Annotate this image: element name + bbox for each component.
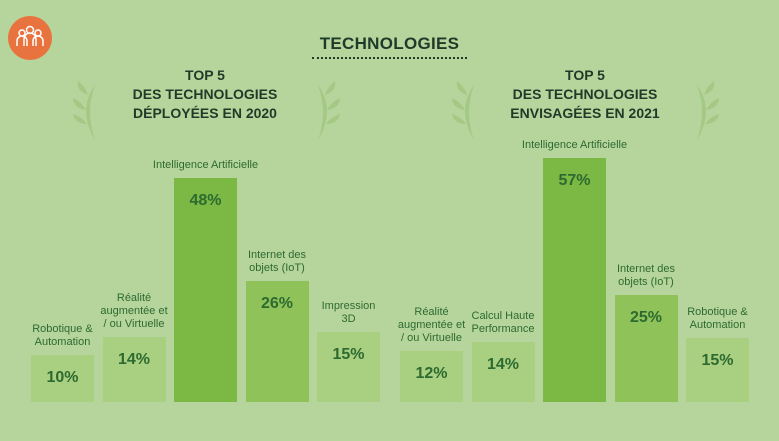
category-label: Réalité augmentée et / ou Virtuelle (397, 305, 466, 344)
value-label: 25% (629, 309, 663, 326)
bar (174, 177, 237, 402)
category-label: Impression 3D (321, 299, 376, 325)
value-label: 26% (260, 294, 294, 312)
icon-people (16, 25, 44, 46)
value-label: 14% (486, 356, 520, 374)
laurels (73, 81, 719, 140)
bar (543, 158, 606, 402)
value-label: 15% (332, 345, 365, 363)
chart-title: TOP 5 DES TECHNOLOGIES ENVISAGÉES EN 2021 (465, 66, 705, 123)
bar (614, 295, 678, 402)
chart-title-line: TOP 5 (185, 67, 225, 83)
value-label: 10% (46, 369, 79, 387)
category-label: Internet des objets (IoT) (616, 263, 676, 288)
category-label: Robotique & Automation (32, 323, 93, 349)
bar (686, 337, 749, 402)
category-label: Calcul Haute Performance (471, 310, 535, 336)
main-title: TECHNOLOGIES (319, 34, 460, 53)
chart-title-line: ENVISAGÉES EN 2021 (510, 105, 660, 121)
bar (31, 355, 94, 402)
category-label: Intelligence Artificielle (521, 139, 628, 152)
category-label: Robotique & Automation (687, 305, 748, 331)
value-label: 57% (558, 172, 591, 190)
bar (245, 280, 309, 402)
value-label: 48% (189, 191, 222, 209)
chart-title-line: DES TECHNOLOGIES (132, 86, 278, 102)
bar (400, 350, 463, 402)
chart-title-line: DÉPLOYÉES EN 2020 (133, 105, 277, 121)
bar (471, 342, 535, 402)
chart-title-line: TOP 5 (565, 67, 605, 83)
title-underline (312, 57, 467, 59)
category-label: Intelligence Artificielle (152, 158, 259, 171)
value-label: 12% (415, 364, 448, 382)
value-label: 14% (117, 350, 151, 368)
bar (102, 336, 166, 402)
bar (317, 331, 380, 402)
category-label: Réalité augmentée et / ou Virtuelle (100, 291, 168, 330)
chart-title: TOP 5 DES TECHNOLOGIES DÉPLOYÉES EN 2020 (85, 66, 325, 123)
icon (8, 16, 52, 60)
category-label: Internet des objets (IoT) (247, 248, 307, 274)
chart-title-line: DES TECHNOLOGIES (512, 86, 658, 102)
value-label: 15% (701, 351, 734, 369)
